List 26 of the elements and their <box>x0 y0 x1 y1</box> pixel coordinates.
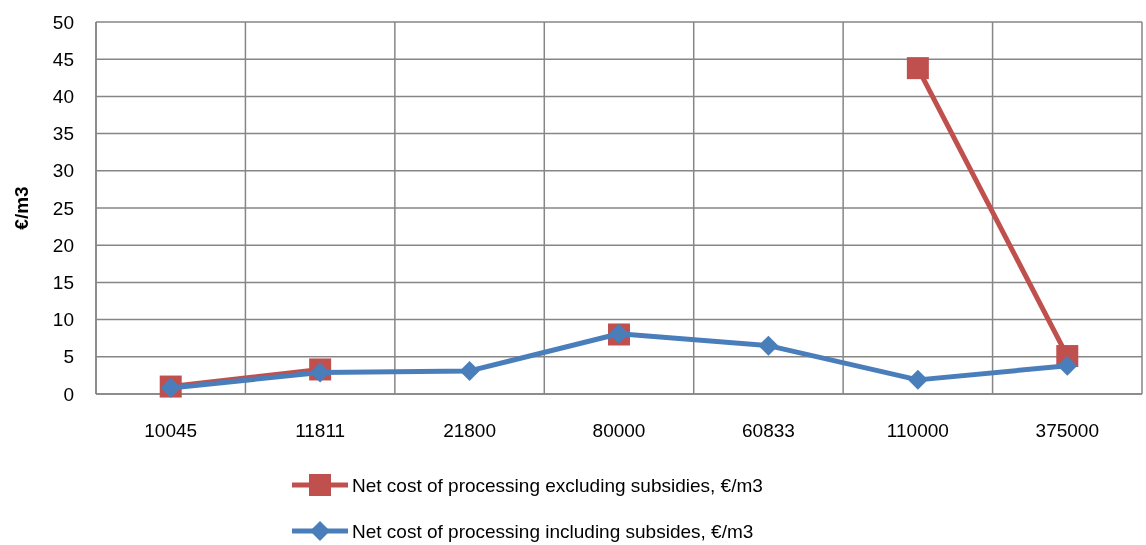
point <box>459 360 480 381</box>
y-axis-title: €/m3 <box>11 186 32 230</box>
x-tick-label: 110000 <box>886 420 949 441</box>
y-tick-label: 20 <box>52 234 74 256</box>
x-tick-label: 10045 <box>144 420 198 441</box>
y-tick-label: 45 <box>52 48 74 70</box>
x-tick-label: 11811 <box>295 420 346 441</box>
y-tick-label: 5 <box>63 346 74 368</box>
y-tick-label: 10 <box>52 309 74 331</box>
x-tick-label: 60833 <box>742 420 795 441</box>
x-tick-label: 21800 <box>443 420 496 441</box>
y-tick-label: 25 <box>52 197 74 219</box>
point <box>758 335 779 356</box>
legend-label: Net cost of processing excluding subsidies, €/m3 <box>352 474 763 496</box>
y-tick-label: 40 <box>52 86 74 108</box>
y-tick-label: 0 <box>63 383 74 405</box>
x-tick-label: 80000 <box>592 420 646 441</box>
legend-label: Net cost of processing including subsides, €/m3 <box>352 520 754 542</box>
y-tick-label: 50 <box>52 11 74 33</box>
point <box>1057 355 1078 376</box>
y-tick-label: 30 <box>52 160 74 182</box>
point <box>906 57 929 80</box>
y-tick-label: 15 <box>52 272 74 294</box>
y-tick-label: 35 <box>52 123 74 145</box>
point <box>907 369 928 390</box>
x-tick-label: 375000 <box>1035 420 1099 441</box>
